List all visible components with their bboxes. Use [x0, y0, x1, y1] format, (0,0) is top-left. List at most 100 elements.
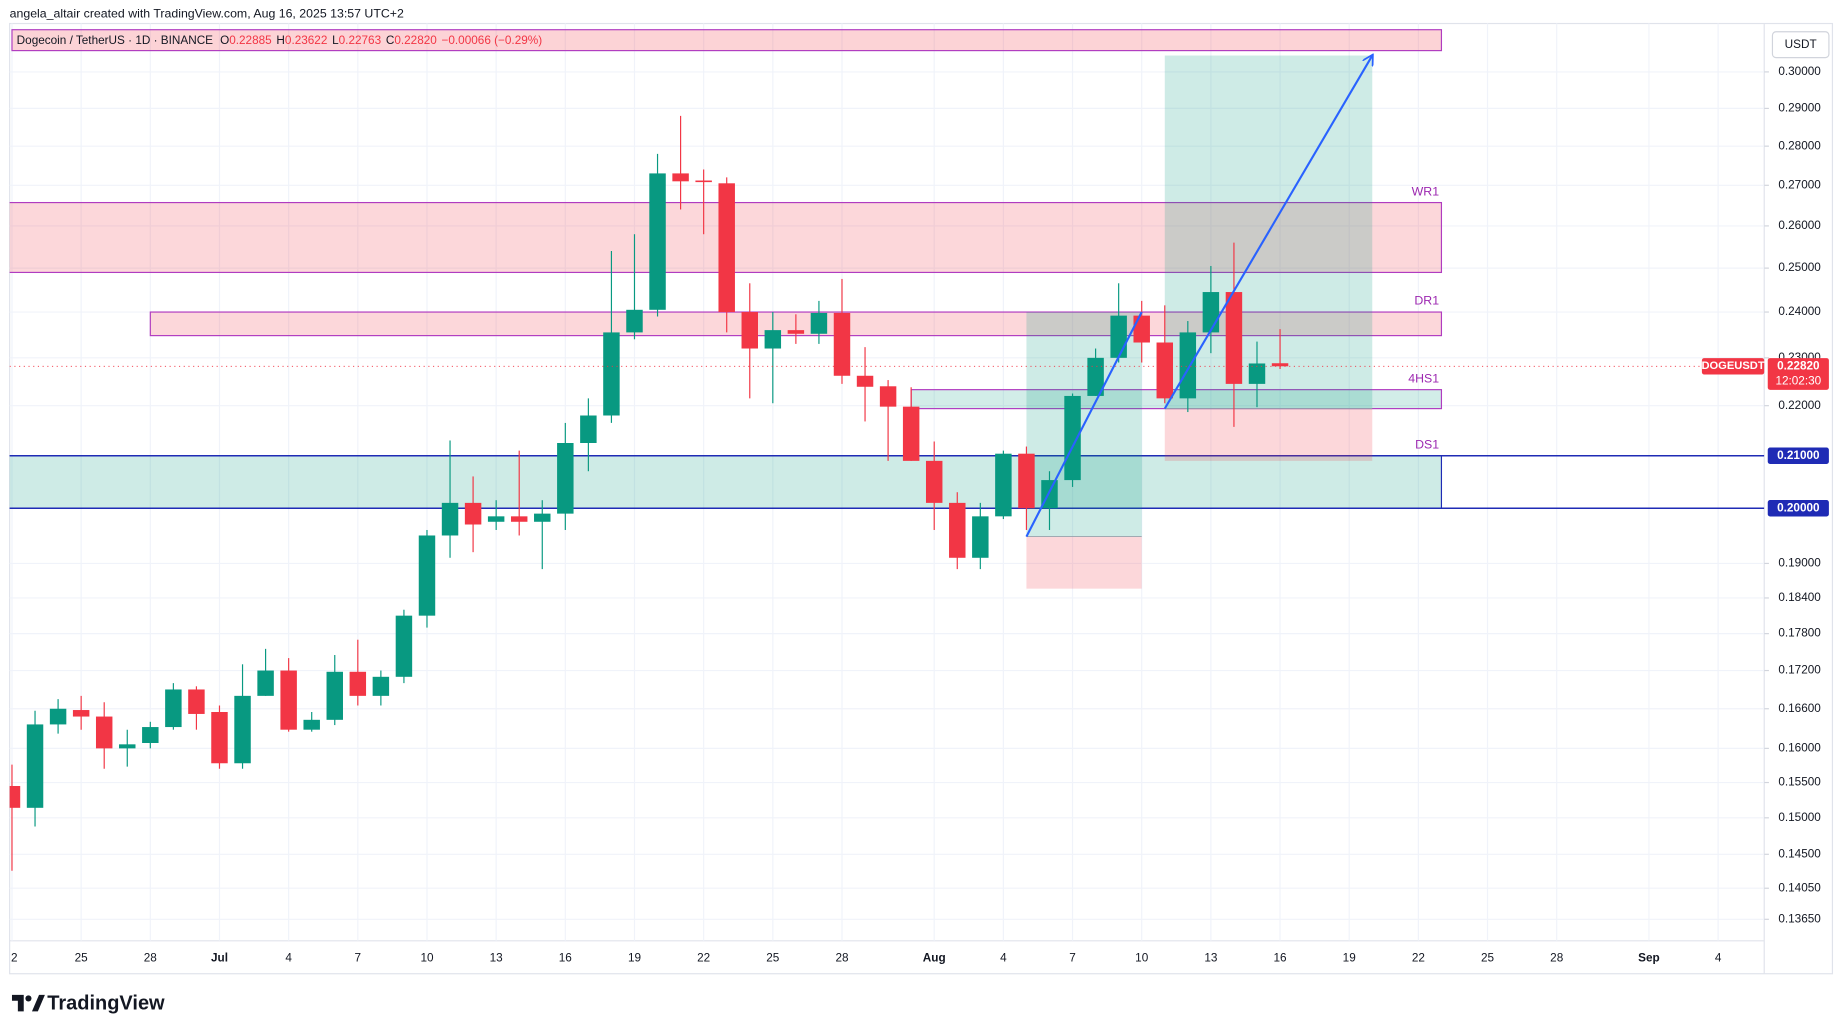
candle-body	[1087, 357, 1104, 396]
candle-body	[487, 516, 505, 522]
legend-key: C	[386, 34, 395, 47]
x-tick-label: 25	[1481, 952, 1495, 965]
candle-body	[902, 406, 920, 461]
y-tick-label: 0.14500	[1778, 847, 1821, 860]
x-tick-label: 4	[285, 952, 292, 965]
candle-body	[211, 711, 228, 764]
x-tick-label: Aug	[923, 952, 946, 965]
ticker: DOGEUSDT	[1701, 360, 1764, 372]
y-tick-label: 0.14050	[1778, 881, 1821, 894]
candle-body	[1156, 342, 1174, 399]
y-tick-label: 0.25000	[1778, 261, 1821, 274]
y-tick-label: 0.26000	[1778, 219, 1821, 232]
candle-body	[510, 516, 528, 522]
candle-body	[557, 442, 574, 514]
brand: TradingView	[47, 993, 165, 1015]
legend-value: 0.22885	[229, 34, 272, 47]
x-tick-label: 4	[1000, 952, 1007, 965]
candle-body	[1202, 292, 1220, 333]
candle-body	[718, 183, 735, 313]
candle-body	[1133, 315, 1150, 343]
candle-body	[1225, 292, 1243, 384]
level-badge	[1767, 500, 1829, 517]
candle-body	[833, 312, 851, 376]
zone	[11, 29, 1443, 52]
candle-body	[1271, 363, 1289, 367]
x-tick-label: 16	[1274, 952, 1288, 965]
candle-body	[464, 502, 482, 525]
x-tick-label: 28	[144, 952, 158, 965]
candle-body	[441, 502, 459, 536]
x-tick-label: 16	[559, 952, 573, 965]
candle-body	[925, 460, 943, 503]
candle-body	[165, 689, 182, 728]
x-tick-label: 22	[697, 952, 710, 965]
legend-value: 0.23622	[285, 34, 327, 47]
legend-key: O	[220, 34, 229, 47]
position-stop	[1026, 536, 1142, 589]
level-label: 0.20000	[1777, 501, 1820, 514]
y-tick-label: 0.15000	[1778, 811, 1821, 824]
y-tick-label: 0.18400	[1778, 591, 1821, 604]
legend-change: −0.00066 (−0.29%)	[442, 34, 543, 47]
y-tick-label: 0.17800	[1778, 627, 1821, 640]
x-tick-label: 13	[490, 952, 504, 965]
candle-body	[1248, 363, 1266, 384]
countdown: 12:02:30	[1775, 375, 1821, 388]
candle-body	[810, 312, 828, 334]
candle-body	[764, 330, 782, 349]
candle-body	[95, 716, 113, 749]
candle-body	[142, 727, 159, 743]
x-tick-label: 2	[11, 952, 18, 965]
level-badge	[1767, 447, 1829, 464]
candle-body	[741, 312, 758, 349]
brand-logo	[11, 994, 45, 1012]
price-label: 0.22820	[1777, 359, 1820, 372]
candle-body	[672, 173, 689, 182]
legend-key: L	[332, 34, 339, 47]
candle-body	[626, 309, 643, 333]
position-stop	[1164, 408, 1373, 461]
price-badge	[1767, 358, 1829, 390]
candle-body	[972, 516, 989, 558]
candle-body	[879, 386, 897, 407]
x-tick-label: Sep	[1638, 952, 1660, 965]
x-tick-label: 25	[75, 952, 89, 965]
candle-body	[119, 744, 136, 749]
x-tick-label: 19	[628, 952, 641, 965]
y-tick-label: 0.28000	[1778, 139, 1821, 152]
candle-body	[534, 513, 551, 522]
candle-body	[580, 415, 597, 443]
trend-arrow	[1025, 311, 1143, 538]
legend-value: 0.22763	[339, 34, 382, 47]
y-tick-label: 0.29000	[1778, 102, 1821, 115]
zone-label: 4HS1	[1408, 371, 1439, 385]
x-tick-label: Jul	[211, 952, 228, 965]
candle-body	[9, 786, 21, 808]
currency-button[interactable]	[1771, 31, 1830, 59]
ticker-badge	[1701, 358, 1765, 375]
y-tick-label: 0.27000	[1778, 178, 1821, 191]
zone-label: DR1	[1414, 294, 1439, 308]
level-label: 0.21000	[1777, 449, 1820, 462]
candle-body	[395, 615, 413, 677]
x-tick-label: 10	[1135, 952, 1149, 965]
candle-body	[418, 535, 436, 616]
plot: WR1 DR1 4HS1 DS1	[9, 29, 1765, 871]
candle-body	[995, 453, 1012, 517]
y-tick-label: 0.19000	[1778, 557, 1821, 570]
y-tick-label: 0.13650	[1778, 912, 1821, 925]
candle-body	[1179, 332, 1197, 399]
y-tick-label: 0.16600	[1778, 702, 1821, 715]
currency[interactable]: USDT	[1785, 38, 1817, 51]
x-tick-label: 10	[420, 952, 434, 965]
legend-value: 0.22820	[394, 34, 437, 47]
x-tick-label: 25	[766, 952, 780, 965]
candle-body	[280, 670, 297, 730]
legend-key: H	[276, 34, 285, 47]
y-tick-label: 0.22000	[1778, 399, 1821, 412]
candle-body	[603, 332, 620, 416]
candle-body	[1064, 395, 1081, 481]
candle-body	[649, 173, 666, 310]
